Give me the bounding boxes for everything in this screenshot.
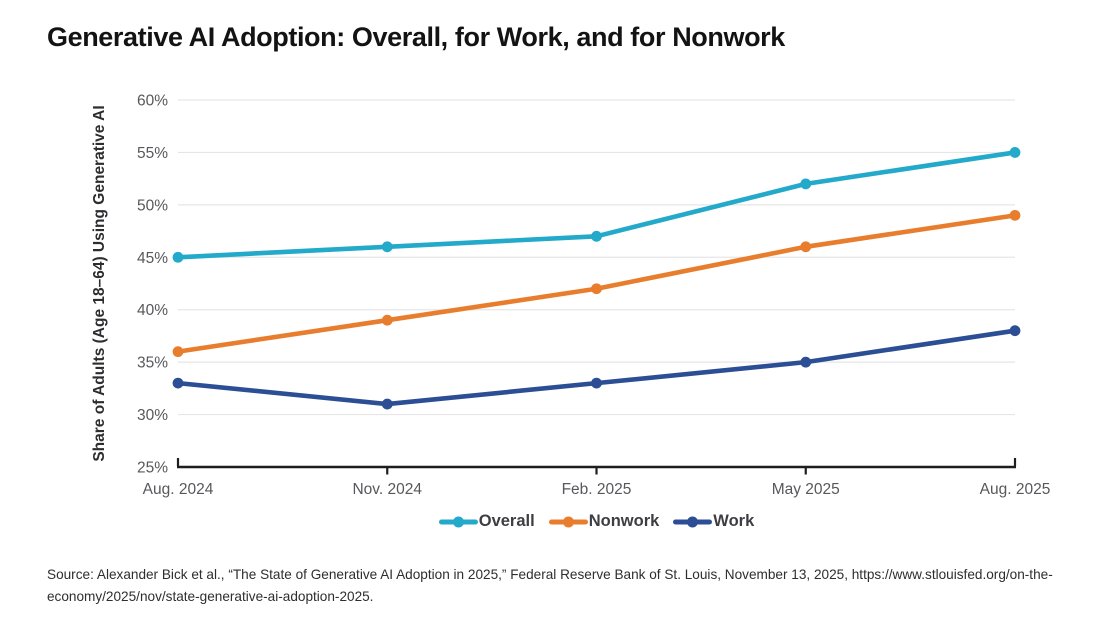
legend-item-overall: Overall <box>438 512 535 531</box>
series-nonwork <box>172 209 1021 358</box>
chart-legend: Overall Nonwork Work <box>178 512 1015 531</box>
y-tick-label: 25% <box>137 460 168 477</box>
y-tick-label: 50% <box>137 197 168 214</box>
line-chart: 25% 30% 35% 40% 45% 50% 55% 60% Aug. 2024 Nov. 20… <box>91 93 1051 499</box>
data-point-nonwork-1 <box>381 314 393 326</box>
data-point-work-4 <box>1009 325 1021 337</box>
series-work <box>172 325 1021 410</box>
data-point-overall-1 <box>381 241 393 253</box>
data-point-work-0 <box>172 377 184 389</box>
source-note: Source: Alexander Bick et al., “The Stat… <box>47 567 1053 605</box>
data-point-overall-4 <box>1009 147 1021 158</box>
y-gridlines <box>178 99 1015 416</box>
y-axis-title: Share of Adults (Age 18–64) Using Genera… <box>91 105 108 461</box>
legend-dot <box>452 516 464 527</box>
legend-item-nonwork: Nonwork <box>548 512 660 531</box>
x-tick-label: Aug. 2025 <box>980 481 1051 498</box>
data-point-work-3 <box>800 356 812 368</box>
legend-label-overall: Overall <box>478 512 535 530</box>
y-tick-label: 45% <box>137 250 168 267</box>
y-tick-label: 35% <box>137 355 168 372</box>
legend-label-work: Work <box>713 512 755 530</box>
x-tick-label: May 2025 <box>772 481 840 498</box>
x-axis: Aug. 2024 Nov. 2024 Feb. 2025 May 2025 Aug. … <box>143 458 1051 498</box>
legend-item-work: Work <box>673 512 754 531</box>
legend-dot <box>562 516 574 527</box>
x-tick-label: Nov. 2024 <box>352 481 422 498</box>
y-tick-labels: 25% 30% 35% 40% 45% 50% 55% 60% <box>137 93 168 477</box>
legend-label-nonwork: Nonwork <box>588 512 660 530</box>
data-point-work-1 <box>381 398 393 410</box>
legend-swatch-work-icon <box>673 516 713 527</box>
data-point-nonwork-2 <box>591 283 602 295</box>
legend-dot <box>687 516 699 527</box>
y-tick-label: 60% <box>137 93 168 110</box>
legend-swatch-overall-icon <box>438 516 478 527</box>
data-point-nonwork-3 <box>800 241 812 253</box>
y-tick-label: 30% <box>137 407 168 424</box>
series-line-work <box>175 328 1018 407</box>
data-point-nonwork-4 <box>1009 209 1021 221</box>
x-tick-label: Feb. 2025 <box>562 481 632 498</box>
x-tick-label: Aug. 2024 <box>143 481 214 498</box>
data-point-overall-3 <box>800 178 812 190</box>
data-point-overall-0 <box>172 251 184 263</box>
y-tick-label: 40% <box>137 302 168 319</box>
chart-title: Generative AI Adoption: Overall, for Wor… <box>47 22 785 52</box>
data-point-work-2 <box>591 377 602 389</box>
legend-swatch-nonwork-icon <box>548 516 588 527</box>
y-tick-label: 55% <box>137 145 168 162</box>
series-overall <box>172 147 1021 263</box>
data-point-nonwork-0 <box>172 346 184 358</box>
data-point-overall-2 <box>591 230 602 242</box>
